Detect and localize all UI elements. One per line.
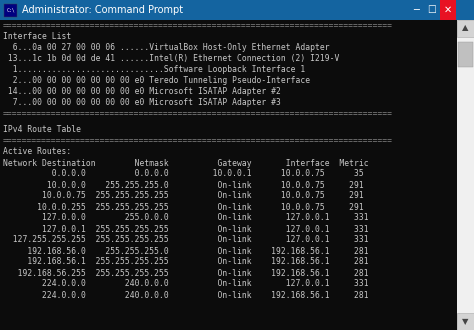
Text: 192.168.56.1  255.255.255.255          On-link    192.168.56.1     281: 192.168.56.1 255.255.255.255 On-link 192… bbox=[3, 257, 369, 267]
Text: ─: ─ bbox=[413, 5, 419, 15]
Text: ✕: ✕ bbox=[444, 5, 452, 15]
Bar bbox=[440, 0, 456, 20]
Bar bbox=[458, 42, 473, 67]
Bar bbox=[4, 4, 17, 17]
Text: Active Routes:: Active Routes: bbox=[3, 148, 71, 156]
Text: 192.168.56.0    255.255.255.0          On-link    192.168.56.1     281: 192.168.56.0 255.255.255.0 On-link 192.1… bbox=[3, 247, 369, 255]
Text: 127.0.0.0        255.0.0.0          On-link       127.0.0.1     331: 127.0.0.0 255.0.0.0 On-link 127.0.0.1 33… bbox=[3, 214, 369, 222]
Text: Network Destination        Netmask          Gateway       Interface  Metric: Network Destination Netmask Gateway Inte… bbox=[3, 158, 369, 168]
Text: 224.0.0.0        240.0.0.0          On-link    192.168.56.1     281: 224.0.0.0 240.0.0.0 On-link 192.168.56.1… bbox=[3, 290, 369, 300]
Text: 192.168.56.255  255.255.255.255          On-link    192.168.56.1     281: 192.168.56.255 255.255.255.255 On-link 1… bbox=[3, 269, 369, 278]
Bar bbox=[457, 20, 474, 37]
Text: 10.0.0.255  255.255.255.255          On-link      10.0.0.75     291: 10.0.0.255 255.255.255.255 On-link 10.0.… bbox=[3, 203, 364, 212]
Text: IPv4 Route Table: IPv4 Route Table bbox=[3, 125, 81, 135]
Bar bbox=[457, 20, 474, 330]
Text: 1..............................Software Loopback Interface 1: 1..............................Software … bbox=[3, 65, 305, 74]
Text: ================================================================================: ========================================… bbox=[3, 21, 393, 30]
Text: 10.0.0.0    255.255.255.0          On-link      10.0.0.75     291: 10.0.0.0 255.255.255.0 On-link 10.0.0.75… bbox=[3, 181, 364, 189]
Text: 7...00 00 00 00 00 00 00 e0 Microsoft ISATAP Adapter #3: 7...00 00 00 00 00 00 00 e0 Microsoft IS… bbox=[3, 98, 281, 107]
Text: 13...1c 1b 0d 0d de 41 ......Intel(R) Ethernet Connection (2) I219-V: 13...1c 1b 0d 0d de 41 ......Intel(R) Et… bbox=[3, 54, 339, 63]
Text: ▼: ▼ bbox=[462, 317, 469, 326]
Text: 10.0.0.75  255.255.255.255          On-link      10.0.0.75     291: 10.0.0.75 255.255.255.255 On-link 10.0.0… bbox=[3, 191, 364, 201]
Bar bbox=[457, 313, 474, 330]
Text: C:\: C:\ bbox=[6, 8, 15, 13]
Text: ================================================================================: ========================================… bbox=[3, 137, 393, 146]
Text: ☐: ☐ bbox=[428, 5, 437, 15]
Text: ================================================================================: ========================================… bbox=[3, 109, 393, 118]
Text: ▲: ▲ bbox=[462, 23, 469, 32]
Text: Interface List: Interface List bbox=[3, 32, 71, 41]
Bar bbox=[408, 0, 424, 20]
Text: 127.0.0.1  255.255.255.255          On-link       127.0.0.1     331: 127.0.0.1 255.255.255.255 On-link 127.0.… bbox=[3, 224, 369, 234]
Bar bbox=[0, 0, 474, 20]
Bar bbox=[424, 0, 440, 20]
Text: 224.0.0.0        240.0.0.0          On-link       127.0.0.1     331: 224.0.0.0 240.0.0.0 On-link 127.0.0.1 33… bbox=[3, 280, 369, 288]
Text: 0.0.0.0          0.0.0.0         10.0.0.1      10.0.0.75      35: 0.0.0.0 0.0.0.0 10.0.0.1 10.0.0.75 35 bbox=[3, 170, 364, 179]
Text: 2...00 00 00 00 00 00 00 e0 Teredo Tunneling Pseudo-Interface: 2...00 00 00 00 00 00 00 e0 Teredo Tunne… bbox=[3, 76, 310, 85]
Text: 14...00 00 00 00 00 00 00 e0 Microsoft ISATAP Adapter #2: 14...00 00 00 00 00 00 00 e0 Microsoft I… bbox=[3, 87, 281, 96]
Text: Administrator: Command Prompt: Administrator: Command Prompt bbox=[22, 5, 183, 15]
Text: 6...0a 00 27 00 00 06 ......VirtualBox Host-Only Ethernet Adapter: 6...0a 00 27 00 00 06 ......VirtualBox H… bbox=[3, 43, 329, 52]
Text: 127.255.255.255  255.255.255.255          On-link       127.0.0.1     331: 127.255.255.255 255.255.255.255 On-link … bbox=[3, 236, 369, 245]
